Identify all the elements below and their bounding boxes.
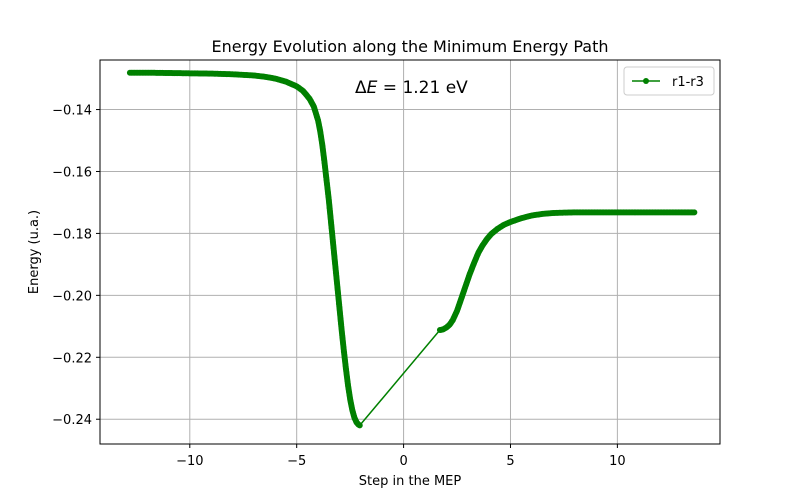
x-tick-label: −5 (287, 454, 306, 469)
delta-value: = 1.21 eV (377, 78, 468, 98)
delta-e-annotation: ΔE = 1.21 eV (355, 78, 468, 98)
x-tick-label: 5 (506, 454, 514, 469)
delta-prefix: Δ (355, 78, 367, 98)
series-line (359, 329, 441, 426)
legend-marker (643, 78, 649, 84)
data-point (691, 209, 698, 216)
y-tick-label: −0.18 (52, 227, 92, 242)
x-tick-label: 0 (399, 454, 407, 469)
x-tick-label: −10 (176, 454, 203, 469)
legend-box (623, 66, 715, 96)
series-r1-r3 (126, 69, 698, 429)
ticks: −10 −5 0 5 10 −0.14 −0.16 −0.18 −0.20 −0.22 −0.24 (52, 104, 625, 469)
x-tick-label: 10 (609, 454, 626, 469)
grid (100, 60, 720, 444)
y-tick-label: −0.22 (52, 351, 92, 366)
y-tick-label: −0.16 (52, 165, 92, 180)
legend-label: r1-r3 (672, 75, 704, 90)
x-axis-label: Step in the MEP (359, 474, 462, 489)
energy-symbol: E (367, 78, 378, 98)
plot-frame (99, 59, 721, 445)
series-layer (126, 69, 698, 429)
y-tick-label: −0.24 (52, 413, 92, 428)
chart-title: Energy Evolution along the Minimum Energ… (211, 37, 608, 56)
legend: r1-r3 (623, 66, 715, 96)
y-tick-label: −0.20 (52, 289, 92, 304)
y-tick-label: −0.14 (52, 104, 92, 119)
y-axis-label: Energy (u.a.) (27, 210, 42, 294)
